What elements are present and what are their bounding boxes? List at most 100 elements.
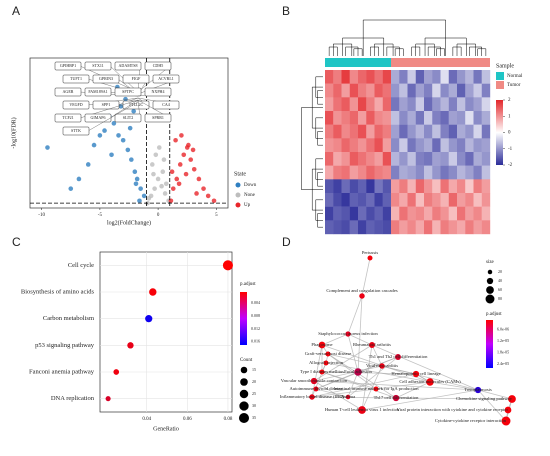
size-label: 20 — [252, 379, 256, 384]
node-label: Intestinal immune network for IgA produc… — [333, 386, 419, 391]
heatmap-cell — [366, 138, 375, 153]
heatmap-cell — [415, 152, 425, 166]
legend-swatch — [496, 72, 504, 80]
heatmap-cell — [382, 111, 392, 125]
heatmap-cell — [448, 179, 458, 194]
point — [211, 198, 217, 204]
node-label: Asthma — [341, 394, 355, 399]
y-tick-label: Biosynthesis of amino acids — [21, 288, 95, 295]
heatmap-cell — [424, 124, 433, 139]
heatmap-cell — [415, 220, 425, 235]
heatmap-cell — [415, 111, 425, 125]
point — [76, 176, 82, 182]
legend-title: Count — [240, 358, 253, 363]
label-box — [54, 113, 82, 123]
heatmap-cell — [473, 179, 482, 194]
heatmap-cell — [432, 138, 441, 153]
point — [169, 169, 175, 175]
heatmap-cell — [448, 152, 458, 166]
edge — [347, 371, 359, 398]
node — [318, 341, 326, 349]
heatmap-cell — [382, 165, 392, 180]
node-label: Viral myocarditis — [366, 363, 398, 368]
label-box — [92, 100, 120, 110]
gene-label: TTLL2C — [129, 102, 144, 107]
heatmap-cell — [333, 206, 342, 221]
node — [345, 331, 351, 337]
edge — [313, 344, 373, 382]
heatmap-cell — [374, 220, 383, 235]
heatmap-cell — [440, 83, 449, 98]
edge — [313, 380, 363, 411]
heatmap-cell — [341, 152, 350, 166]
heatmap-cell — [448, 220, 458, 235]
node — [358, 406, 366, 414]
heatmap-cell — [440, 97, 449, 112]
gene-label: SPRR1 — [152, 115, 164, 120]
heatmap-cell — [481, 124, 491, 139]
heatmap-cell — [424, 138, 433, 153]
panel-letter: D — [282, 235, 291, 249]
gene-label: AGER — [63, 89, 74, 94]
heatmap-cell — [448, 111, 458, 125]
gene-label: TUFT1 — [70, 76, 82, 81]
heatmap-cell — [457, 220, 466, 235]
point — [118, 104, 124, 109]
x-axis-label: GeneRatio — [153, 426, 179, 432]
point — [170, 186, 176, 191]
colorbar-label: 0 — [508, 131, 511, 136]
heatmap-cell — [399, 220, 408, 235]
sample-bar — [391, 58, 490, 67]
heatmap-cell — [457, 70, 466, 84]
heatmap-cell — [465, 97, 474, 112]
heatmap-cell — [325, 220, 334, 235]
heatmap-cell — [366, 152, 375, 166]
heatmap-cell — [473, 111, 482, 125]
label-box — [114, 113, 142, 123]
heatmap-cell — [341, 138, 350, 153]
point — [162, 191, 168, 196]
point — [183, 171, 189, 177]
heatmap-cell — [407, 152, 416, 166]
node — [359, 293, 365, 299]
heatmap-cell — [415, 83, 425, 98]
heatmap-cell — [374, 179, 383, 194]
point — [102, 128, 107, 133]
heatmap-cell — [448, 83, 458, 98]
heatmap-cell — [374, 165, 383, 180]
heatmap-cell — [366, 193, 375, 207]
heatmap-cell — [349, 124, 359, 139]
heatmap-cell — [465, 206, 474, 221]
label-box — [84, 87, 112, 97]
edge — [477, 389, 513, 400]
edge — [325, 362, 431, 383]
heatmap-cell — [473, 70, 482, 84]
heatmap-cell — [424, 70, 433, 84]
legend-label: Normal — [507, 74, 523, 79]
edge — [321, 333, 349, 346]
heatmap-cell — [465, 152, 474, 166]
node-label: Complement and coagulation cascades — [326, 288, 398, 293]
heatmap-cell — [448, 193, 458, 207]
node — [367, 255, 373, 261]
edge — [429, 381, 479, 391]
heatmap-cell — [366, 220, 375, 235]
heatmap-cell — [473, 193, 482, 207]
colorbar-label: 1.2e-05 — [497, 338, 509, 343]
point — [137, 198, 142, 204]
dot — [105, 396, 111, 402]
heatmap-cell — [440, 138, 449, 153]
point — [123, 96, 128, 102]
point — [173, 137, 178, 143]
heatmap-cell — [374, 138, 383, 153]
heatmap-cell — [424, 152, 433, 166]
heatmap-cell — [341, 97, 350, 112]
size-label: 30 — [252, 403, 256, 408]
label-box — [114, 61, 142, 71]
gene-label: FIGF — [132, 76, 141, 81]
legend-swatch — [496, 81, 504, 89]
dot — [145, 315, 153, 323]
heatmap-cell — [457, 206, 466, 221]
heatmap-cell — [382, 83, 392, 98]
